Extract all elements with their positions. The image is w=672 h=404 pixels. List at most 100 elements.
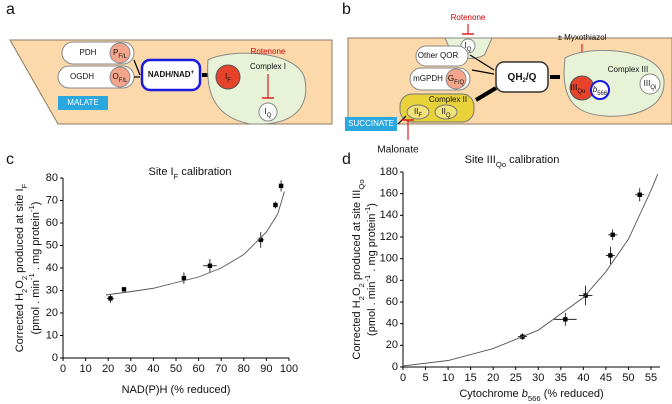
- y-tick-label: 60: [386, 296, 398, 308]
- chart-title: Site IF calibration: [149, 166, 232, 181]
- text-part: produced at site III: [351, 190, 363, 284]
- label: GF/Q: [448, 74, 465, 85]
- label: b566: [593, 85, 608, 96]
- label: SUCCINATE: [348, 119, 394, 128]
- point: [108, 296, 113, 301]
- text-part: NAD(P)H (% reduced): [122, 384, 231, 396]
- text-part: produced at site I: [14, 188, 26, 275]
- site: [434, 104, 458, 120]
- point: [121, 287, 127, 292]
- y-tick-label: 80: [46, 172, 58, 184]
- x-tick-label: 35: [555, 372, 567, 384]
- point: [273, 202, 278, 208]
- substrate-box: [345, 117, 397, 131]
- y-tick-label: 0: [52, 352, 58, 364]
- y-tick-label: 120: [380, 231, 398, 243]
- x-tick-label: 60: [192, 363, 204, 375]
- y-axis-label: Corrected H2O2 produced at site IIIQo: [351, 179, 366, 359]
- text-part: Site I: [149, 166, 174, 178]
- x-tick-label: 45: [600, 372, 612, 384]
- panel-label: a: [6, 1, 15, 18]
- subscript: F: [20, 183, 29, 188]
- point: [207, 263, 213, 268]
- site: [406, 104, 430, 120]
- complex-shape: [563, 49, 665, 117]
- text-part: O: [14, 280, 26, 289]
- diagram-a: PDH PF/L OGDH OF/L NADH/NAD+ IF Complex …: [9, 39, 333, 125]
- x-tick-label: 20: [487, 372, 499, 384]
- text-part: calibration: [506, 154, 559, 166]
- y-tick-label: 80: [386, 274, 398, 286]
- q-pool: [495, 61, 549, 93]
- x-tick-label: 50: [622, 372, 634, 384]
- x-tick-label: 5: [422, 372, 428, 384]
- label: MALATE: [67, 98, 98, 107]
- subscript: F: [174, 172, 179, 181]
- text-part: O: [351, 287, 363, 296]
- y-tick-label: 140: [380, 209, 398, 221]
- site: [109, 42, 131, 64]
- label: ± Myxothiazol: [558, 33, 607, 42]
- label: IIF: [414, 107, 422, 118]
- text-part: (% reduced): [541, 388, 604, 400]
- subscript: 566: [528, 394, 541, 403]
- x-tick-label: 40: [147, 363, 159, 375]
- fit-curve: [105, 191, 285, 296]
- y-tick-label: 70: [46, 194, 58, 206]
- label: QH2/Q: [508, 72, 537, 84]
- arrow: [471, 69, 495, 75]
- y-tick-label: 20: [386, 339, 398, 351]
- x-tick-label: 30: [125, 363, 137, 375]
- y-tick-label: 50: [46, 239, 58, 251]
- label: IIQ: [441, 107, 450, 118]
- y-axis-label: (pmol . min-1 . mg protein-1): [27, 202, 42, 335]
- panel-label: d: [342, 151, 351, 168]
- label: IQ: [465, 41, 472, 52]
- x-axis-label: NAD(P)H (% reduced): [122, 384, 231, 396]
- text-part: (pmol . min: [30, 280, 42, 334]
- y-tick-label: 10: [46, 329, 58, 341]
- site: [109, 66, 131, 88]
- point: [258, 237, 263, 243]
- x-axis-label: Cytochrome b566 (% reduced): [459, 388, 603, 403]
- chart-title: Site IIIQo calibration: [465, 154, 560, 169]
- arrow: [133, 59, 141, 76]
- text-part: Cytochrome: [459, 388, 521, 400]
- y-tick-label: 40: [46, 262, 58, 274]
- point: [181, 275, 187, 281]
- text-part: (pmol . min: [366, 282, 378, 336]
- x-tick-label: 55: [645, 372, 657, 384]
- label: Complex II: [429, 95, 467, 104]
- y-tick-label: 180: [380, 166, 398, 178]
- arrow: [474, 86, 498, 102]
- x-tick-label: 30: [532, 372, 544, 384]
- panel-label: b: [342, 1, 351, 18]
- y-axis-label: Corrected H2O2 produced at site IF: [14, 183, 29, 352]
- superscript: -1: [27, 205, 36, 212]
- diagram-b: Rotenone IQ ± Myxothiazol Other QOR mGPD…: [345, 13, 672, 156]
- subscript: Qo: [496, 160, 506, 169]
- x-tick-label: 100: [280, 363, 298, 375]
- label: Complex III: [608, 65, 648, 74]
- subscript: 2: [20, 289, 29, 293]
- arrow: [469, 54, 495, 71]
- x-tick-label: 40: [577, 372, 589, 384]
- x-tick-label: 10: [442, 372, 454, 384]
- label: IIIQo: [571, 83, 586, 94]
- label: Rotenone: [451, 13, 486, 22]
- x-tick-label: 0: [60, 363, 66, 375]
- x-tick-label: 80: [238, 363, 250, 375]
- y-tick-label: 20: [46, 307, 58, 319]
- x-tick-label: 0: [400, 372, 406, 384]
- text-part: Corrected H: [14, 293, 26, 352]
- y-tick-label: 40: [386, 318, 398, 330]
- fit-curve: [402, 173, 659, 367]
- label: PF/L: [113, 48, 128, 59]
- y-tick-label: 100: [380, 253, 398, 265]
- y-tick-label: 30: [46, 284, 58, 296]
- site: [639, 73, 661, 95]
- y-tick-label: 160: [380, 188, 398, 200]
- italic-text: b: [522, 388, 528, 400]
- label: Complex I: [250, 62, 286, 71]
